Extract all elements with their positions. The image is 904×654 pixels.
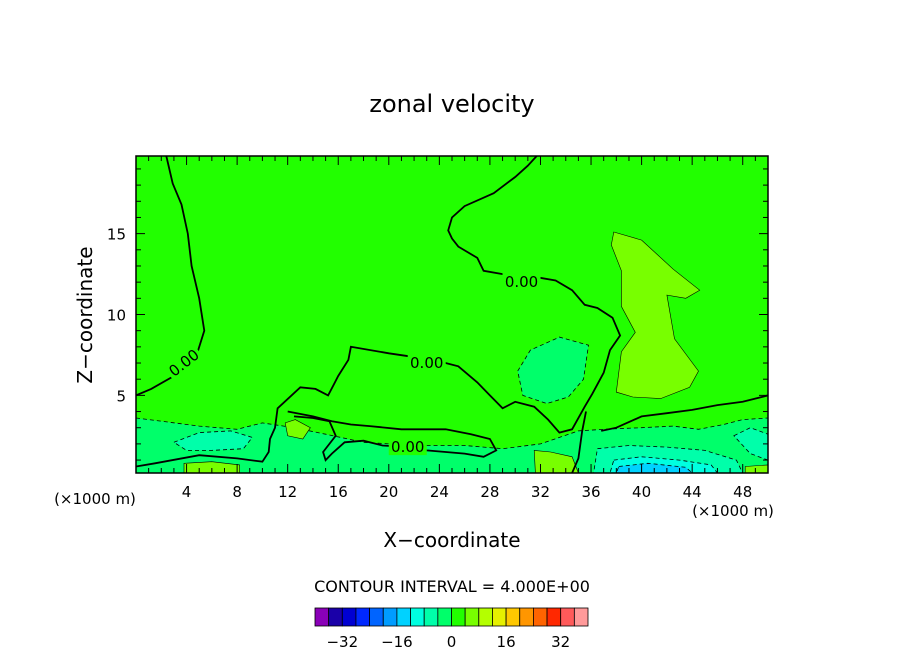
- x-axis-label: X−coordinate: [383, 528, 520, 552]
- contour-label-bg: [502, 272, 541, 291]
- zero-line-right: [601, 394, 768, 432]
- colorbar-swatch: [464, 607, 480, 627]
- colorbar-swatch: [437, 607, 452, 627]
- contour-label-bg: [407, 353, 446, 372]
- colorbar-swatch: [533, 607, 548, 627]
- x-unit-label-right: (×1000 m): [692, 502, 774, 520]
- x-axis-ticks: 4 8 12 16 20 24 28 32 36 40 44 48: [148, 156, 756, 501]
- x-tick-label: 32: [531, 483, 550, 501]
- colorbar-swatch: [382, 607, 398, 627]
- colorbar-swatch: [328, 607, 343, 627]
- zero-line-main: [136, 156, 622, 468]
- region-low-left-minimum: [173, 430, 253, 451]
- colorbar-tick-label: 16: [497, 633, 516, 651]
- region-small-positive-4: [744, 464, 768, 473]
- x-tick-label: 40: [632, 483, 651, 501]
- colorbar-swatch: [423, 607, 439, 627]
- region-positive-lobe: [610, 231, 701, 399]
- region-small-positive-1: [284, 419, 311, 440]
- x-tick-label: 28: [480, 483, 499, 501]
- colorbar-swatch: [355, 607, 371, 627]
- colorbar-tick-label: −16: [381, 633, 413, 651]
- colorbar-swatch: [314, 607, 330, 627]
- y-tick-label: 5: [116, 387, 126, 405]
- y-tick-label: 10: [107, 307, 126, 325]
- colorbar-swatch: [396, 607, 411, 627]
- x-tick-label: 36: [581, 483, 600, 501]
- zero-line-lower: [287, 410, 498, 462]
- colorbar-swatch: [546, 607, 562, 627]
- y-tick-label: 15: [107, 226, 126, 244]
- x-tick-label: 48: [733, 483, 752, 501]
- zero-contours: [136, 156, 768, 473]
- colorbar-swatch: [478, 607, 493, 627]
- zero-line-jet: [571, 411, 587, 473]
- contour-label: 0.00: [410, 354, 443, 372]
- x-tick-label: 44: [683, 483, 702, 501]
- x-tick-label: 8: [232, 483, 242, 501]
- contour-label-bg: [388, 437, 427, 456]
- contour-label: 0.00: [505, 273, 538, 291]
- region-small-positive-3: [183, 461, 240, 473]
- contour-interval-label: CONTOUR INTERVAL = 4.000E+00: [314, 577, 590, 596]
- field-background: [136, 156, 768, 473]
- colorbar: −32 −16 0 16 32: [314, 607, 589, 651]
- colorbar-swatch: [560, 607, 575, 627]
- x-unit-label-left: (×1000 m): [54, 490, 136, 508]
- colorbar-swatch: [519, 607, 534, 627]
- region-corner-minimum: [733, 427, 768, 461]
- x-tick-label: 16: [329, 483, 348, 501]
- colorbar-swatch: [451, 607, 466, 627]
- contour-labels: 0.000.000.000.00: [162, 272, 541, 456]
- y-axis-ticks: 5 10 15: [107, 168, 768, 461]
- colorbar-swatch: [573, 607, 589, 627]
- zero-line-left: [136, 156, 206, 397]
- colorbar-swatch: [341, 607, 357, 627]
- region-negative-core: [517, 336, 589, 404]
- x-tick-label: 24: [430, 483, 449, 501]
- colorbar-swatch: [505, 607, 521, 627]
- colorbar-swatch: [492, 607, 507, 627]
- colorbar-swatch: [410, 607, 425, 627]
- chart-title: zonal velocity: [369, 90, 534, 118]
- x-tick-label: 20: [379, 483, 398, 501]
- colorbar-tick-label: −32: [326, 633, 358, 651]
- contour-label: 0.00: [391, 438, 424, 456]
- colorbar-tick-label: 32: [551, 633, 570, 651]
- y-axis-label: Z−coordinate: [73, 246, 97, 383]
- colorbar-tick-label: 0: [447, 633, 457, 651]
- colorbar-swatch: [369, 607, 384, 627]
- velocity-field: [136, 156, 768, 473]
- x-tick-label: 4: [182, 483, 192, 501]
- x-tick-label: 12: [278, 483, 297, 501]
- contour-label-bg: [162, 343, 204, 382]
